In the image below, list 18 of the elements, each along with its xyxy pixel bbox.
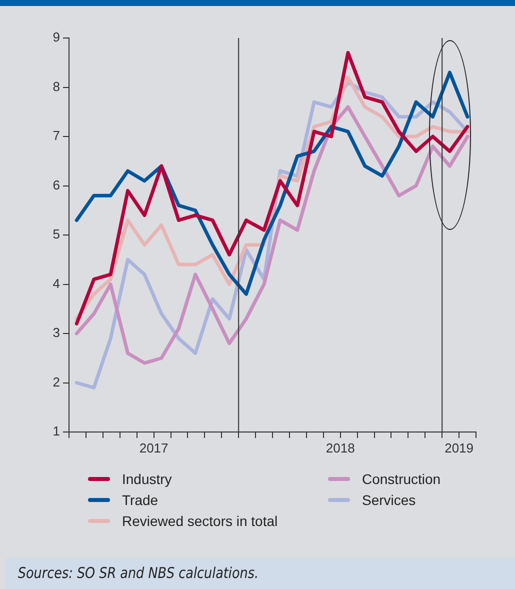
y-tick-label: 1 [52, 424, 60, 439]
legend-label: Industry [122, 470, 172, 486]
y-tick-label: 7 [52, 128, 60, 144]
y-tick-label: 5 [52, 226, 60, 242]
legend-label: Reviewed sectors in total [122, 512, 278, 528]
y-tick-label: 6 [52, 177, 60, 192]
x-tick-label: 2018 [326, 440, 355, 456]
legend-label: Construction [362, 470, 441, 486]
legend-label: Trade [122, 492, 158, 508]
source-note: Sources: SO SR and NBS calculations. [16, 563, 260, 582]
y-tick-label: 8 [52, 78, 60, 94]
y-tick-label: 2 [52, 374, 60, 390]
legend-label: Services [362, 492, 416, 508]
y-tick-label: 4 [52, 276, 60, 291]
y-tick-label: 9 [52, 30, 60, 45]
x-tick-label: 2019 [444, 440, 474, 456]
y-tick-label: 3 [52, 325, 60, 340]
x-tick-label: 2017 [139, 440, 168, 456]
